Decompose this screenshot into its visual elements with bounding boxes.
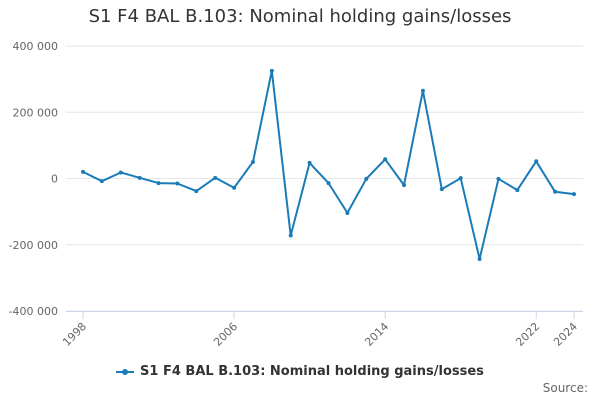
data-point[interactable] — [250, 159, 255, 164]
data-point[interactable] — [364, 176, 369, 181]
data-point[interactable] — [553, 189, 558, 194]
y-tick-label: -400 000 — [9, 305, 58, 318]
data-point[interactable] — [137, 175, 142, 180]
legend[interactable]: S1 F4 BAL B.103: Nominal holding gains/l… — [0, 364, 600, 379]
data-point[interactable] — [81, 169, 85, 174]
data-point[interactable] — [156, 181, 161, 186]
data-point[interactable] — [326, 181, 331, 186]
x-tick-label: 2024 — [551, 320, 580, 349]
x-tick-label: 1998 — [60, 320, 89, 349]
data-point[interactable] — [477, 256, 482, 261]
data-point[interactable] — [496, 176, 501, 181]
data-point[interactable] — [345, 210, 350, 215]
data-point[interactable] — [118, 170, 123, 175]
series-line — [82, 69, 575, 260]
x-axis: 1998 2006 2014 2022 2024 — [60, 311, 583, 349]
x-tick-label: 2022 — [513, 320, 542, 349]
data-point[interactable] — [572, 192, 576, 197]
data-point[interactable] — [269, 68, 274, 73]
data-point[interactable] — [534, 159, 539, 164]
legend-label[interactable]: S1 F4 BAL B.103: Nominal holding gains/l… — [140, 364, 484, 379]
y-tick-label: -200 000 — [9, 239, 58, 252]
data-point[interactable] — [232, 185, 237, 190]
data-point[interactable] — [420, 88, 425, 93]
data-point[interactable] — [175, 181, 180, 186]
credits-label[interactable]: Source: — [542, 381, 588, 395]
x-tick-label: 2014 — [362, 320, 391, 349]
legend-swatch — [116, 368, 135, 375]
y-axis: -400 000 -200 000 0 200 000 400 000 — [9, 40, 58, 318]
data-point[interactable] — [99, 179, 104, 184]
legend-marker — [122, 368, 129, 375]
series-layer[interactable] — [81, 68, 576, 261]
data-point[interactable] — [458, 176, 463, 181]
chart-title: S1 F4 BAL B.103: Nominal holding gains/l… — [88, 6, 512, 27]
y-tick-label: 400 000 — [13, 40, 59, 53]
data-point[interactable] — [439, 187, 444, 192]
data-point[interactable] — [383, 157, 388, 162]
data-point[interactable] — [307, 160, 312, 165]
data-point[interactable] — [288, 233, 293, 238]
data-point[interactable] — [515, 188, 520, 193]
data-point[interactable] — [402, 183, 407, 188]
data-point[interactable] — [213, 175, 218, 180]
y-tick-label: 0 — [51, 173, 58, 186]
data-point[interactable] — [194, 189, 199, 194]
x-tick-label: 2006 — [211, 320, 240, 349]
y-tick-label: 200 000 — [13, 106, 59, 119]
